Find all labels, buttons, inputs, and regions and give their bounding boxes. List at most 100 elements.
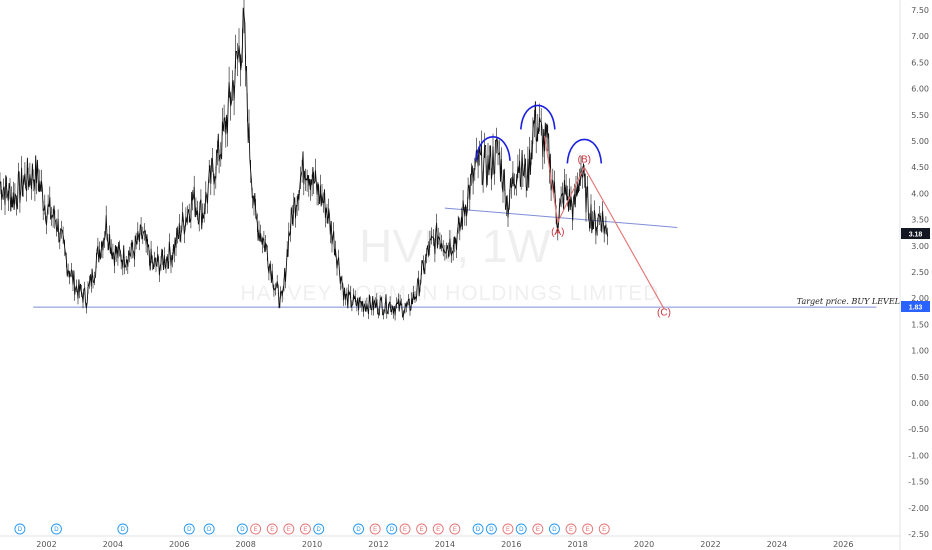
y-tick-label: 5.00 <box>911 137 929 146</box>
annotations: Target price. BUY LEVEL (A) (B) (C) <box>475 104 900 318</box>
marker-label: E <box>536 527 540 533</box>
pattern-arc[interactable] <box>566 138 603 164</box>
marker-label: E <box>602 527 606 533</box>
earnings-marker[interactable] <box>266 523 278 535</box>
earnings-marker[interactable] <box>532 523 544 535</box>
price-badges: 3.18 1.83 <box>901 228 930 312</box>
y-tick-label: 7.00 <box>911 32 929 41</box>
drawing-tools <box>33 207 877 308</box>
marker-label: E <box>436 527 440 533</box>
dividend-marker[interactable] <box>386 523 398 535</box>
x-tick-label: 2024 <box>767 540 787 549</box>
marker-label: D <box>476 527 481 533</box>
earnings-marker[interactable] <box>250 523 262 535</box>
neckline[interactable] <box>444 207 678 228</box>
earnings-marker[interactable] <box>399 523 411 535</box>
x-tick-label: 2008 <box>236 540 256 549</box>
y-tick-label: 4.00 <box>911 189 929 198</box>
x-tick-label: 2026 <box>833 540 853 549</box>
x-tick-label: 2016 <box>501 540 521 549</box>
dividend-marker[interactable] <box>515 523 527 535</box>
marker-label: D <box>356 527 361 533</box>
dividend-marker[interactable] <box>183 523 195 535</box>
earnings-marker[interactable] <box>449 523 461 535</box>
marker-label: D <box>317 527 322 533</box>
marker-label: D <box>207 527 212 533</box>
earnings-marker[interactable] <box>283 523 295 535</box>
y-tick-label: 6.50 <box>911 58 929 67</box>
earnings-marker[interactable] <box>369 523 381 535</box>
marker-label: E <box>303 527 307 533</box>
dividend-marker[interactable] <box>236 523 248 535</box>
y-tick-label: -1.00 <box>908 451 929 460</box>
dividend-marker[interactable] <box>353 523 365 535</box>
dividend-marker[interactable] <box>472 523 484 535</box>
marker-label: E <box>270 527 274 533</box>
price-scale[interactable] <box>900 0 932 550</box>
earnings-marker[interactable] <box>582 523 594 535</box>
wave-label: (B) <box>578 154 591 165</box>
earnings-marker[interactable] <box>502 523 514 535</box>
x-tick-label: 2018 <box>568 540 588 549</box>
dividend-marker[interactable] <box>50 523 62 535</box>
marker-label: E <box>569 527 573 533</box>
earnings-marker[interactable] <box>565 523 577 535</box>
wave-label: (A) <box>551 227 564 238</box>
y-tick-label: 0.00 <box>911 399 929 408</box>
y-tick-label: 3.50 <box>911 216 929 225</box>
y-axis: 7.50 7.00 6.50 6.00 5.50 5.00 4.50 4.00 3.50 3.00… <box>908 6 929 539</box>
x-axis[interactable]: 2002 2004 2006 2008 2010 2012 2014 2016 2018 2020… <box>36 540 853 549</box>
marker-label: E <box>287 527 291 533</box>
earnings-marker[interactable] <box>299 523 311 535</box>
marker-label: E <box>403 527 407 533</box>
marker-label: D <box>54 527 59 533</box>
marker-label: E <box>254 527 258 533</box>
dividend-marker[interactable] <box>14 523 26 535</box>
dividend-marker[interactable] <box>117 523 129 535</box>
marker-label: D <box>240 527 245 533</box>
x-tick-label: 2022 <box>700 540 720 549</box>
elliott-wave-path[interactable] <box>543 135 665 309</box>
marker-label: E <box>506 527 510 533</box>
target-price-value: 1.83 <box>909 305 923 312</box>
dividend-marker[interactable] <box>203 523 215 535</box>
x-tick-label: 2004 <box>103 540 123 549</box>
earnings-marker[interactable] <box>416 523 428 535</box>
x-tick-label: 2014 <box>435 540 455 549</box>
y-tick-label: -1.50 <box>908 478 929 487</box>
marker-label: D <box>552 527 557 533</box>
y-tick-label: -2.00 <box>908 504 929 513</box>
y-tick-label: -2.50 <box>908 530 929 539</box>
marker-label: E <box>373 527 377 533</box>
marker-label: D <box>121 527 126 533</box>
plot-area <box>0 0 900 550</box>
dividend-marker[interactable] <box>548 523 560 535</box>
price-series <box>0 0 609 321</box>
pattern-arc[interactable] <box>520 104 556 130</box>
dividend-marker[interactable] <box>485 523 497 535</box>
marker-label: D <box>390 527 395 533</box>
x-tick-label: 2010 <box>302 540 322 549</box>
x-tick-label: 2012 <box>368 540 388 549</box>
y-tick-label: 4.50 <box>911 163 929 172</box>
target-price-label: Target price. BUY LEVEL <box>797 297 900 306</box>
earnings-marker[interactable] <box>432 523 444 535</box>
marker-label: E <box>420 527 424 533</box>
target-price-badge <box>901 301 930 312</box>
y-tick-label: 6.00 <box>911 85 929 94</box>
symbol-watermark: HVN, 1W <box>359 220 551 272</box>
dividend-marker[interactable] <box>313 523 325 535</box>
y-tick-label: 7.50 <box>911 6 929 15</box>
y-tick-label: 2.50 <box>911 268 929 277</box>
x-tick-label: 2020 <box>634 540 654 549</box>
marker-label: E <box>453 527 457 533</box>
last-price-badge <box>901 228 930 239</box>
pattern-arc[interactable] <box>475 136 511 161</box>
x-tick-label: 2002 <box>36 540 56 549</box>
y-tick-label: 5.50 <box>911 111 929 120</box>
earnings-marker[interactable] <box>598 523 610 535</box>
y-tick-label: 3.00 <box>911 242 929 251</box>
y-tick-label: 2.00 <box>911 294 929 303</box>
